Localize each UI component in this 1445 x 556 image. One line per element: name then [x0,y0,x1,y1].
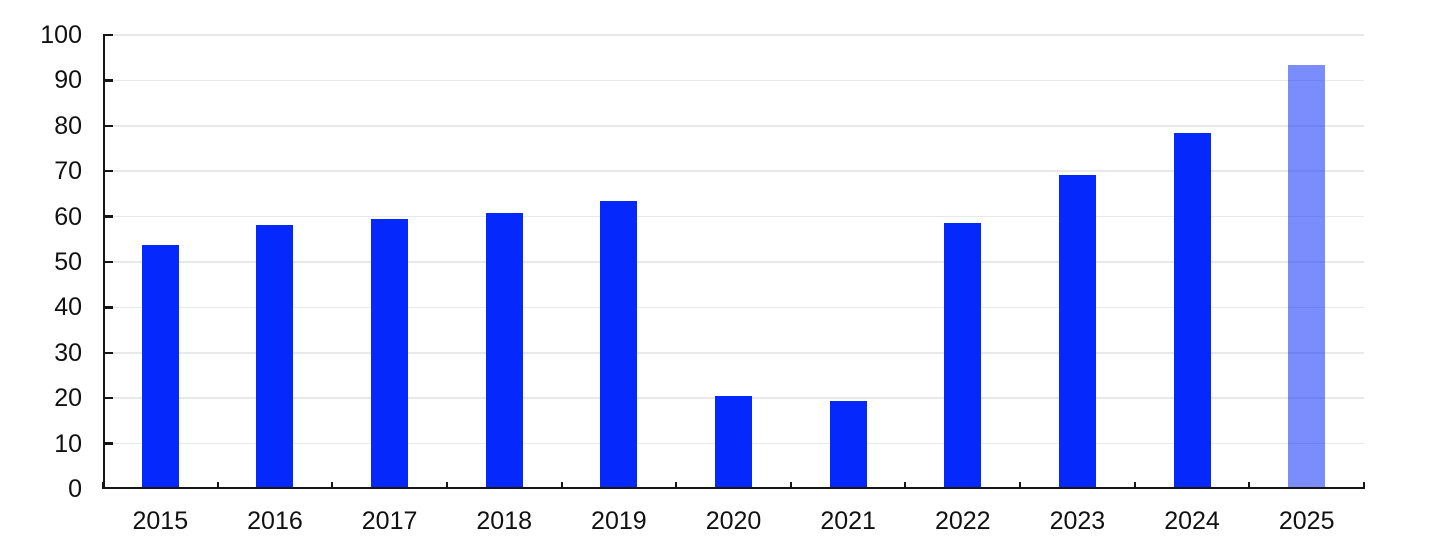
y-axis-label-0: 0 [68,475,82,503]
y-tick-80 [103,124,113,127]
bar-2018 [485,212,523,489]
y-tick-40 [103,306,113,309]
x-axis-label-2025: 2025 [1278,507,1335,535]
y-tick-50 [103,260,113,264]
y-tick-20 [103,397,113,400]
x-tick-6 [789,482,792,489]
y-tick-70 [103,170,113,173]
x-axis-label-2015: 2015 [132,507,189,535]
y-axis-label-20: 20 [54,384,82,413]
bar-2024 [1173,132,1211,489]
x-tick-7 [904,482,907,489]
y-axis-label-100: 100 [40,21,82,49]
y-axis-label-60: 60 [54,202,82,231]
x-axis-label-2023: 2023 [1049,507,1106,535]
bar-2020 [715,395,752,489]
gridline-40 [103,306,1364,309]
bar-2021 [829,400,867,489]
x-axis-label-2018: 2018 [476,507,533,535]
x-axis-label-2016: 2016 [247,507,303,535]
x-tick-8 [1019,482,1022,489]
x-tick-11 [1363,482,1365,489]
y-tick-60 [103,215,113,218]
y-axis-label-70: 70 [54,157,82,186]
y-tick-90 [103,79,113,82]
bar-2015 [141,244,179,489]
gridline-80 [103,125,1364,127]
x-axis-label-2019: 2019 [591,507,647,535]
y-tick-100 [103,33,113,37]
gridline-30 [103,352,1364,354]
y-axis-label-30: 30 [54,338,82,367]
bar-2017 [371,219,409,489]
x-axis-label-2021: 2021 [820,507,876,535]
x-axis-label-2024: 2024 [1164,507,1220,535]
gridline-100 [103,34,1364,36]
x-axis-label-2020: 2020 [705,507,762,535]
x-axis-line [103,487,1364,489]
y-axis-labels: 0 10 20 30 40 50 60 70 80 90 100 [0,21,82,503]
y-axis-label-10: 10 [54,429,82,458]
x-tick-2 [331,482,334,489]
x-tick-3 [445,482,448,489]
gridline-50 [103,261,1364,263]
x-tick-10 [1248,482,1251,489]
y-axis-line [103,35,105,489]
y-axis-label-40: 40 [54,293,82,322]
y-tick-10 [103,442,113,445]
bar-2025 [1288,65,1326,489]
bar-2023 [1058,174,1096,489]
bar-2019 [600,200,638,489]
x-axis-label-2022: 2022 [934,507,991,535]
plot-area [102,33,1365,489]
x-axis-label-2017: 2017 [361,507,418,535]
y-axis-label-90: 90 [54,66,82,95]
gridline-60 [103,215,1364,218]
x-tick-5 [675,482,678,489]
x-tick-1 [216,482,219,489]
x-tick-9 [1133,482,1136,489]
y-axis-label-80: 80 [54,111,82,140]
x-tick-4 [560,482,563,489]
gridline-90 [103,79,1364,82]
y-axis-label-50: 50 [54,248,82,276]
y-tick-30 [103,351,113,354]
bar-2022 [944,222,982,489]
gridline-70 [103,170,1364,172]
bar-2016 [256,224,294,489]
x-axis-labels: 2015 2016 2017 2018 2019 2020 2021 2022 2023 2024… [103,503,1364,539]
